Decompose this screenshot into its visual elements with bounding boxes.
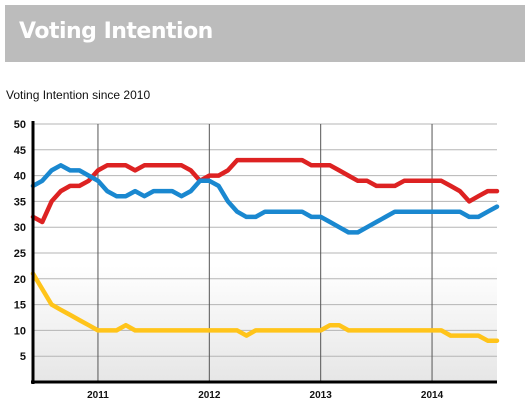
- y-tick-label: 20: [14, 274, 26, 286]
- y-tick-label: 40: [14, 171, 26, 183]
- y-tick-label: 5: [20, 351, 26, 363]
- y-tick-label: 10: [14, 325, 26, 337]
- page-title: Voting Intention: [19, 19, 213, 44]
- x-tick-label: 2011: [87, 390, 109, 401]
- y-tick-label: 50: [14, 119, 26, 131]
- y-tick-label: 30: [14, 222, 26, 234]
- header-band: Voting Intention: [5, 5, 525, 62]
- x-tick-label: 2012: [198, 390, 221, 401]
- series-line-1: [30, 157, 500, 225]
- chart-title: Voting Intention since 2010: [6, 88, 151, 102]
- x-tick-label: 2013: [310, 390, 333, 401]
- y-tick-label: 35: [14, 196, 26, 208]
- y-tick-label: 15: [14, 300, 26, 312]
- y-tick-label: 45: [14, 145, 26, 157]
- series-line-3: [30, 271, 500, 343]
- series-line-2: [30, 163, 500, 235]
- y-tick-label: 25: [14, 248, 26, 260]
- x-tick-label: 2014: [421, 390, 444, 401]
